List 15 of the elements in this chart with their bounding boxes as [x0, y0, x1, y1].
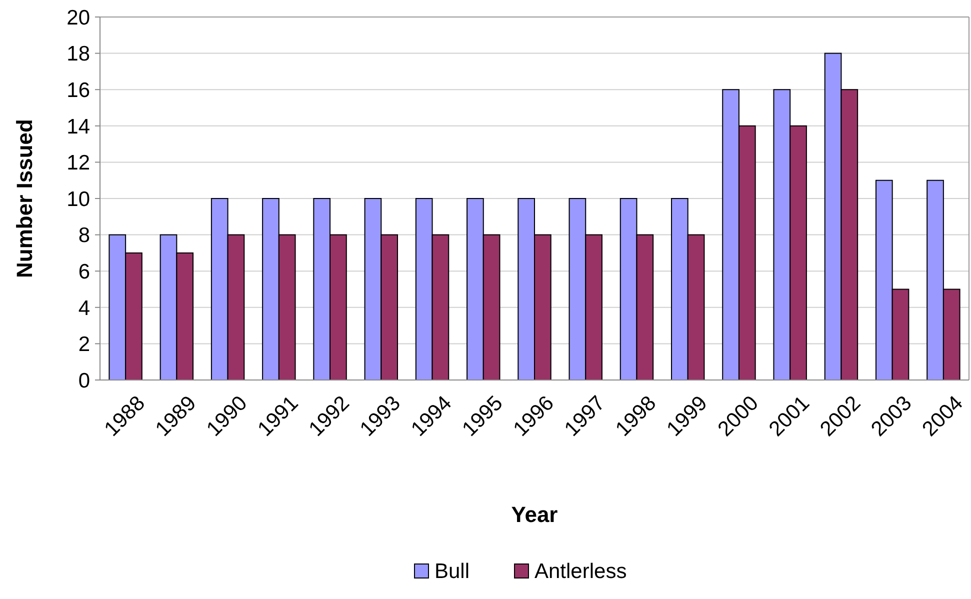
y-tick-label: 20	[66, 6, 90, 30]
y-tick-label: 8	[78, 224, 90, 248]
y-tick-label: 14	[66, 115, 90, 138]
y-axis-title: Number Issued	[12, 119, 37, 278]
y-tick-label: 4	[78, 296, 90, 320]
y-tick-label: 10	[66, 188, 90, 211]
x-axis-title: Year	[511, 502, 558, 527]
y-tick-label: 0	[78, 369, 90, 392]
legend-label: Antlerless	[534, 560, 627, 583]
y-tick-label: 16	[66, 78, 90, 102]
y-tick-label: 6	[78, 260, 90, 284]
y-tick-label: 18	[66, 42, 90, 66]
y-tick-label: 2	[78, 333, 90, 356]
legend-label: Bull	[434, 560, 470, 583]
y-tick-label: 12	[66, 152, 90, 175]
